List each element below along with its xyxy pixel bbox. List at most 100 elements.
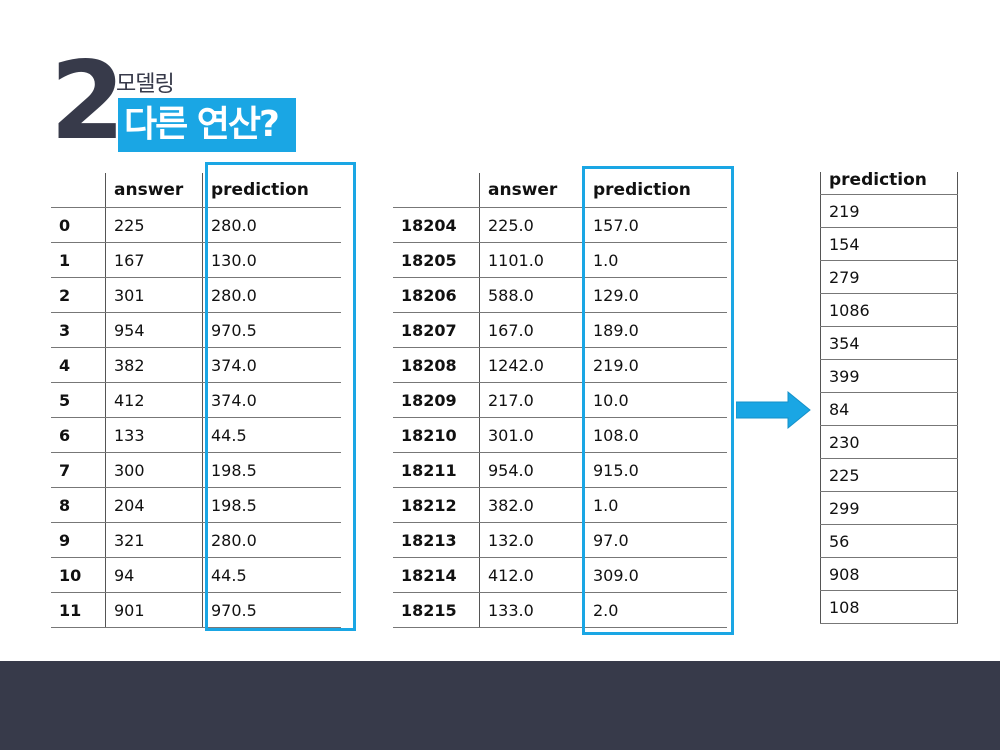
table-cell: 412.0 [479,557,585,593]
table-cell: 588.0 [479,277,585,313]
left-results-table: answer prediction 0 225 280.0 1 167 130.0 2 301 28… [51,173,341,628]
section-number: 2 [50,39,125,164]
column-header: prediction [820,172,958,195]
row-index: 1 [51,242,106,278]
table-cell: 133.0 [479,592,585,628]
section-subtitle: 모델링 [116,72,175,97]
table-cell: 129.0 [584,277,727,313]
table-cell: 225 [820,458,958,492]
column-header: answer [105,173,203,208]
table-cell: 279 [820,260,958,294]
table-cell: 1.0 [584,242,727,278]
column-header [51,173,106,208]
header-row: answer prediction [393,173,727,208]
table-cell: 219 [820,194,958,228]
table-cell: 354 [820,326,958,360]
table-cell: 133 [105,417,203,453]
row-index: 18215 [393,592,480,628]
table-cell: 198.5 [202,452,341,488]
row-index: 5 [51,382,106,418]
table-cell: 301.0 [479,417,585,453]
row-index: 18211 [393,452,480,488]
table-row: 108 [820,590,958,624]
table-cell: 97.0 [584,522,727,558]
table-row: 18204 225.0 157.0 [393,207,727,243]
table-cell: 225.0 [479,207,585,243]
table-row: 154 [820,227,958,261]
table-cell: 1.0 [584,487,727,523]
table-cell: 915.0 [584,452,727,488]
table-cell: 189.0 [584,312,727,348]
table-cell: 280.0 [202,522,341,558]
table-row: 7 300 198.5 [51,452,341,488]
table-cell: 382.0 [479,487,585,523]
prediction-highlight-box-left [205,162,356,631]
table-row: 1086 [820,293,958,327]
column-header: prediction [202,173,341,208]
row-index: 7 [51,452,106,488]
row-index: 18212 [393,487,480,523]
footer-bar [0,661,1000,750]
table-row: 18212 382.0 1.0 [393,487,727,523]
table-cell: 970.5 [202,312,341,348]
table-row: 225 [820,458,958,492]
table-cell: 198.5 [202,487,341,523]
row-index: 18214 [393,557,480,593]
table-cell: 954.0 [479,452,585,488]
table-row: 18205 1101.0 1.0 [393,242,727,278]
table-cell: 130.0 [202,242,341,278]
table-row: 18206 588.0 129.0 [393,277,727,313]
table-cell: 219.0 [584,347,727,383]
table-cell: 954 [105,312,203,348]
table-cell: 44.5 [202,557,341,593]
right-arrow-icon [736,390,811,430]
table-cell: 225 [105,207,203,243]
title-banner: 다른 연산? [118,98,296,152]
table-cell: 217.0 [479,382,585,418]
table-row: 3 954 970.5 [51,312,341,348]
table-cell: 321 [105,522,203,558]
table-row: 299 [820,491,958,525]
row-index: 18204 [393,207,480,243]
table-cell: 84 [820,392,958,426]
column-header: answer [479,173,585,208]
row-index: 18208 [393,347,480,383]
table-row: 354 [820,326,958,360]
row-index: 3 [51,312,106,348]
row-index: 6 [51,417,106,453]
row-index: 18210 [393,417,480,453]
table-cell: 1101.0 [479,242,585,278]
table-cell: 908 [820,557,958,591]
row-index: 10 [51,557,106,593]
table-cell: 301 [105,277,203,313]
column-header: prediction [584,173,727,208]
table-cell: 309.0 [584,557,727,593]
table-cell: 299 [820,491,958,525]
table-row: 18207 167.0 189.0 [393,312,727,348]
table-cell: 230 [820,425,958,459]
table-cell: 108.0 [584,417,727,453]
row-index: 18207 [393,312,480,348]
table-cell: 399 [820,359,958,393]
table-row: 10 94 44.5 [51,557,341,593]
table-cell: 412 [105,382,203,418]
table-row: 4 382 374.0 [51,347,341,383]
table-cell: 280.0 [202,277,341,313]
row-index: 18209 [393,382,480,418]
table-row: 18210 301.0 108.0 [393,417,727,453]
page-title: 다른 연산? [124,104,280,145]
row-index: 18206 [393,277,480,313]
table-cell: 154 [820,227,958,261]
table-cell: 374.0 [202,382,341,418]
row-index: 4 [51,347,106,383]
table-cell: 204 [105,487,203,523]
header-row: answer prediction [51,173,341,208]
row-index: 2 [51,277,106,313]
table-row: 6 133 44.5 [51,417,341,453]
row-index: 18205 [393,242,480,278]
table-row: 8 204 198.5 [51,487,341,523]
row-index: 18213 [393,522,480,558]
table-row: 18209 217.0 10.0 [393,382,727,418]
table-cell: 44.5 [202,417,341,453]
